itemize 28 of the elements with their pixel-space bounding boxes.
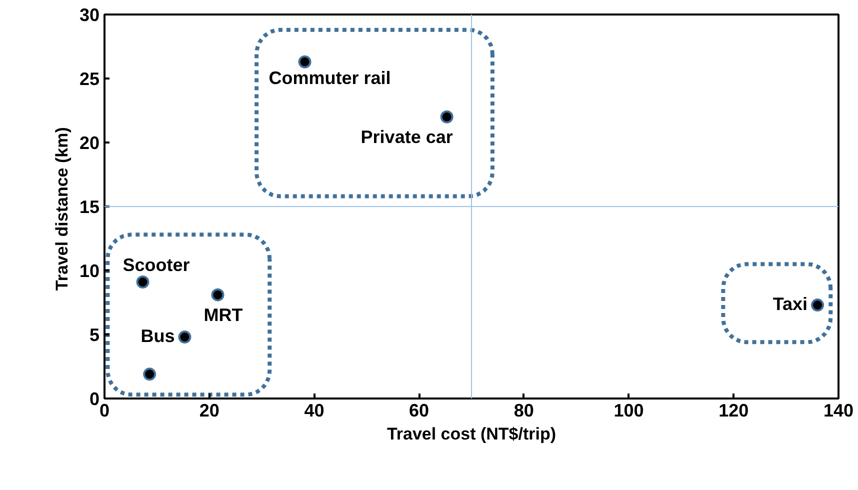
annotation: Commuter rail xyxy=(268,68,391,88)
x-tick-label: 60 xyxy=(409,400,430,420)
x-tick-label: 80 xyxy=(514,400,534,420)
x-tick-label: 20 xyxy=(199,400,220,420)
x-axis-title: Travel cost (NT$/trip) xyxy=(386,424,556,444)
y-tick-label: 25 xyxy=(79,69,100,89)
annotation: Scooter xyxy=(122,255,190,276)
annotation: Taxi xyxy=(772,294,808,314)
point xyxy=(136,276,150,289)
x-tick-label: 40 xyxy=(304,400,324,420)
annotation: MRT xyxy=(204,304,243,325)
x-tick-label: 140 xyxy=(823,400,854,420)
y-tick-label: 30 xyxy=(79,5,100,25)
point xyxy=(811,298,824,312)
y-tick-label: 5 xyxy=(89,325,100,345)
y-tick-label: 10 xyxy=(79,261,100,281)
point xyxy=(440,110,454,124)
annotation: Private car xyxy=(360,126,453,147)
y-axis-title: Travel distance (km) xyxy=(52,127,72,291)
y-tick-label: 15 xyxy=(79,197,100,217)
annotation: Bus xyxy=(140,326,175,346)
y-tick-label: 20 xyxy=(79,133,100,153)
point xyxy=(178,330,192,344)
point xyxy=(211,288,224,302)
point xyxy=(298,55,312,68)
x-tick-label: 100 xyxy=(614,400,644,420)
point xyxy=(143,368,156,381)
x-tick-label: 120 xyxy=(718,400,749,420)
